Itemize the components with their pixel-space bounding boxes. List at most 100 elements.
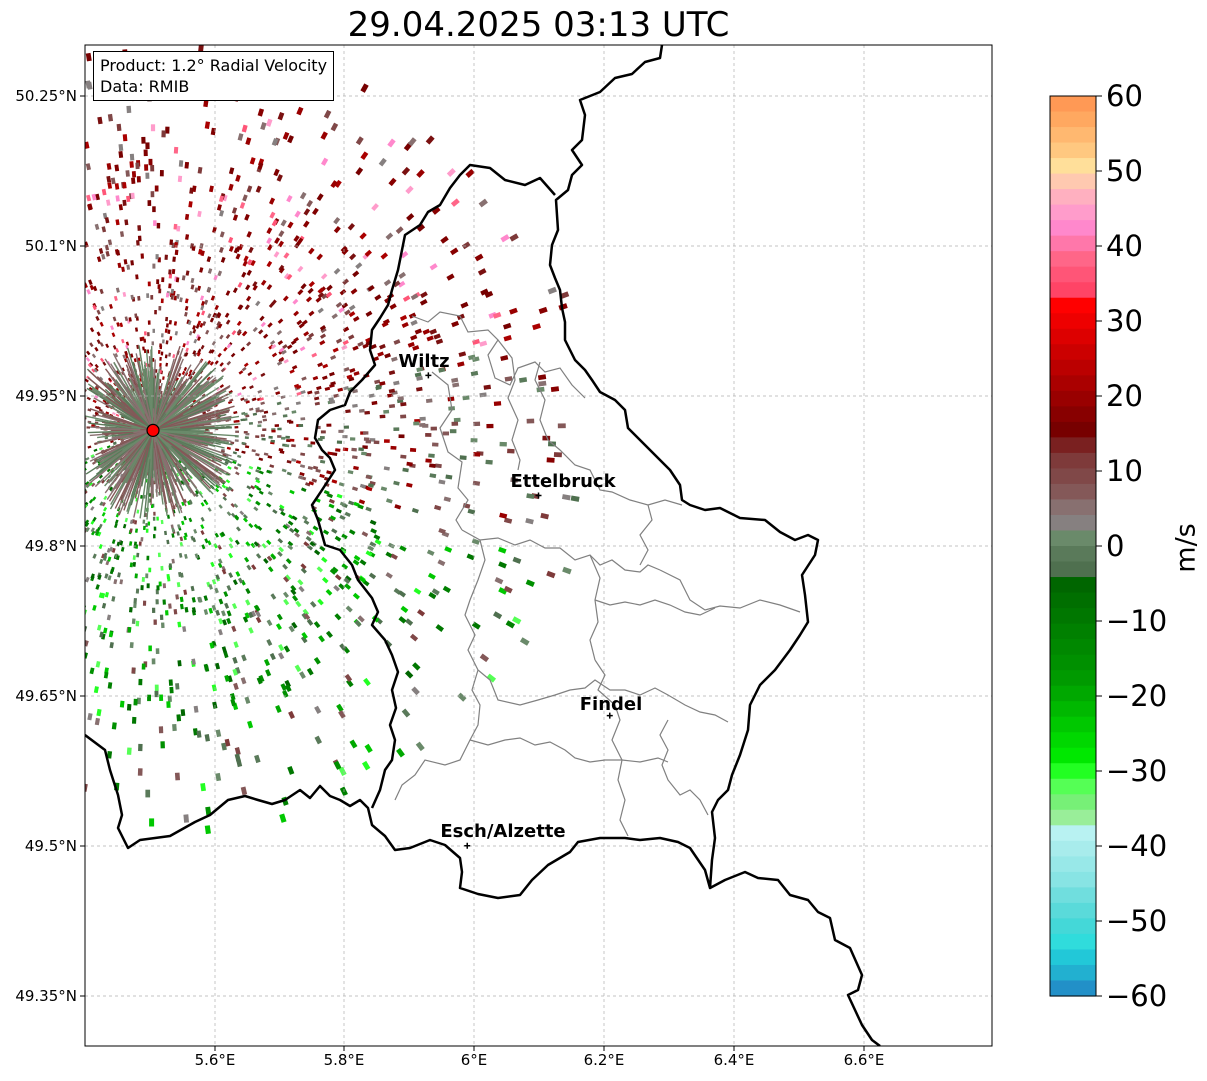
radar-echo-pixel bbox=[248, 246, 254, 254]
radar-echo-pixel bbox=[538, 306, 548, 315]
radar-echo-pixel bbox=[183, 535, 187, 541]
colorbar-ticks bbox=[1096, 95, 1102, 997]
radar-echo-pixel bbox=[388, 388, 396, 394]
radar-echo-ray bbox=[152, 429, 233, 464]
lat-label: 49.95°N bbox=[15, 387, 77, 405]
radar-echo-pixel bbox=[168, 273, 173, 279]
radar-echo-pixel bbox=[104, 217, 110, 224]
radar-echo-pixel bbox=[193, 338, 198, 344]
radar-echo-pixel bbox=[103, 671, 109, 679]
radar-echo-pixel bbox=[92, 604, 97, 611]
radar-echo-pixel bbox=[426, 549, 435, 556]
radar-echo-pixel bbox=[244, 612, 250, 619]
radar-echo-pixel bbox=[184, 213, 190, 220]
radar-echo-pixel bbox=[165, 126, 170, 134]
radar-echo-pixel bbox=[192, 325, 196, 330]
radar-echo-pixel bbox=[156, 516, 159, 521]
colorbar-segment bbox=[1050, 127, 1096, 144]
radar-echo-pixel bbox=[218, 618, 224, 625]
radar-echo-pixel bbox=[248, 627, 254, 634]
radar-echo-pixel bbox=[428, 592, 437, 600]
radar-echo-pixel bbox=[113, 578, 118, 585]
radar-echo-pixel bbox=[135, 588, 140, 594]
radar-echo-pixel bbox=[160, 519, 164, 525]
radar-echo-pixel bbox=[265, 483, 271, 489]
radar-echo-pixel bbox=[96, 339, 101, 345]
radar-echo-pixel bbox=[283, 598, 290, 606]
radar-echo-ray bbox=[152, 430, 163, 493]
radar-echo-pixel bbox=[388, 370, 396, 376]
radar-echo-pixel bbox=[330, 180, 338, 189]
city-marker bbox=[464, 842, 471, 849]
radar-echo-pixel bbox=[282, 690, 289, 698]
radar-echo-pixel bbox=[362, 343, 369, 349]
radar-echo-pixel bbox=[540, 512, 550, 520]
radar-echo-pixel bbox=[477, 268, 487, 276]
radar-echo-pixel bbox=[211, 579, 217, 585]
radar-echo-pixel bbox=[93, 368, 98, 373]
radar-echo-pixel bbox=[137, 235, 142, 242]
radar-echo-pixel bbox=[228, 245, 234, 252]
radar-echo-pixel bbox=[124, 219, 129, 226]
radar-echo-pixel bbox=[260, 434, 265, 437]
radar-echo-pixel bbox=[327, 516, 335, 523]
radar-echo-pixel bbox=[295, 401, 301, 406]
radar-echo-pixel bbox=[115, 195, 120, 202]
lon-label: 5.6°E bbox=[194, 1051, 236, 1069]
radar-echo-pixel bbox=[331, 313, 338, 320]
radar-echo-pixel bbox=[349, 437, 356, 441]
radar-echo-pixel bbox=[91, 193, 97, 201]
radar-echo-pixel bbox=[164, 354, 168, 359]
radar-echo-pixel bbox=[103, 627, 108, 634]
radar-echo-pixel bbox=[400, 250, 409, 259]
radar-echo-pixel bbox=[204, 538, 209, 544]
radar-echo-pixel bbox=[291, 365, 298, 370]
radar-echo-pixel bbox=[335, 301, 343, 308]
colorbar-segment bbox=[1050, 499, 1096, 516]
radar-echo-pixel bbox=[204, 299, 209, 305]
radar-echo-pixel bbox=[187, 372, 192, 378]
lon-label: 6.2°E bbox=[583, 1051, 625, 1069]
radar-echo-pixel bbox=[258, 470, 264, 475]
radar-echo-pixel bbox=[295, 460, 301, 464]
radar-echo-pixel bbox=[99, 357, 105, 363]
radar-echo-pixel bbox=[110, 440, 114, 444]
radar-echo-pixel bbox=[509, 233, 519, 242]
colorbar-tick-label: −40 bbox=[1106, 829, 1168, 863]
colorbar-segment bbox=[1050, 189, 1096, 206]
radar-echo-pixel bbox=[120, 546, 125, 552]
radar-echo-pixel bbox=[134, 327, 139, 332]
radar-echo-pixel bbox=[192, 328, 197, 334]
radar-echo-ray bbox=[120, 430, 154, 490]
radar-echo-pixel bbox=[422, 328, 430, 335]
radar-echo-pixel bbox=[405, 185, 414, 195]
radar-echo-pixel bbox=[102, 361, 107, 366]
city-label-ettelbruck: Ettelbruck bbox=[510, 471, 616, 492]
radar-echo-pixel bbox=[317, 292, 325, 299]
radar-echo-pixel bbox=[157, 284, 161, 290]
colorbar-segment bbox=[1050, 623, 1096, 640]
radar-echo-pixel bbox=[412, 345, 420, 351]
lat-label: 49.8°N bbox=[24, 537, 77, 555]
radar-echo-pixel bbox=[88, 499, 94, 504]
radar-echo-pixel bbox=[366, 486, 373, 492]
radar-echo-pixel bbox=[150, 124, 156, 132]
colorbar-segment bbox=[1050, 716, 1096, 733]
radar-echo-pixel bbox=[101, 511, 106, 517]
radar-echo-pixel bbox=[406, 213, 415, 222]
radar-echo-pixel bbox=[217, 629, 223, 636]
radar-echo-pixel bbox=[547, 286, 557, 295]
radar-echo-pixel bbox=[235, 471, 240, 476]
lat-label: 50.1°N bbox=[24, 237, 77, 255]
radar-echo-pixel bbox=[226, 360, 232, 366]
radar-echo-pixel bbox=[500, 355, 509, 361]
radar-echo-pixel bbox=[317, 437, 323, 442]
radar-echo-pixel bbox=[203, 99, 209, 108]
radar-echo-pixel bbox=[129, 642, 134, 649]
radar-echo-pixel bbox=[86, 396, 91, 401]
radar-echo-pixel bbox=[352, 315, 360, 322]
radar-echo-pixel bbox=[402, 295, 411, 302]
radar-echo-pixel bbox=[204, 665, 210, 672]
radar-echo-pixel bbox=[367, 285, 375, 292]
